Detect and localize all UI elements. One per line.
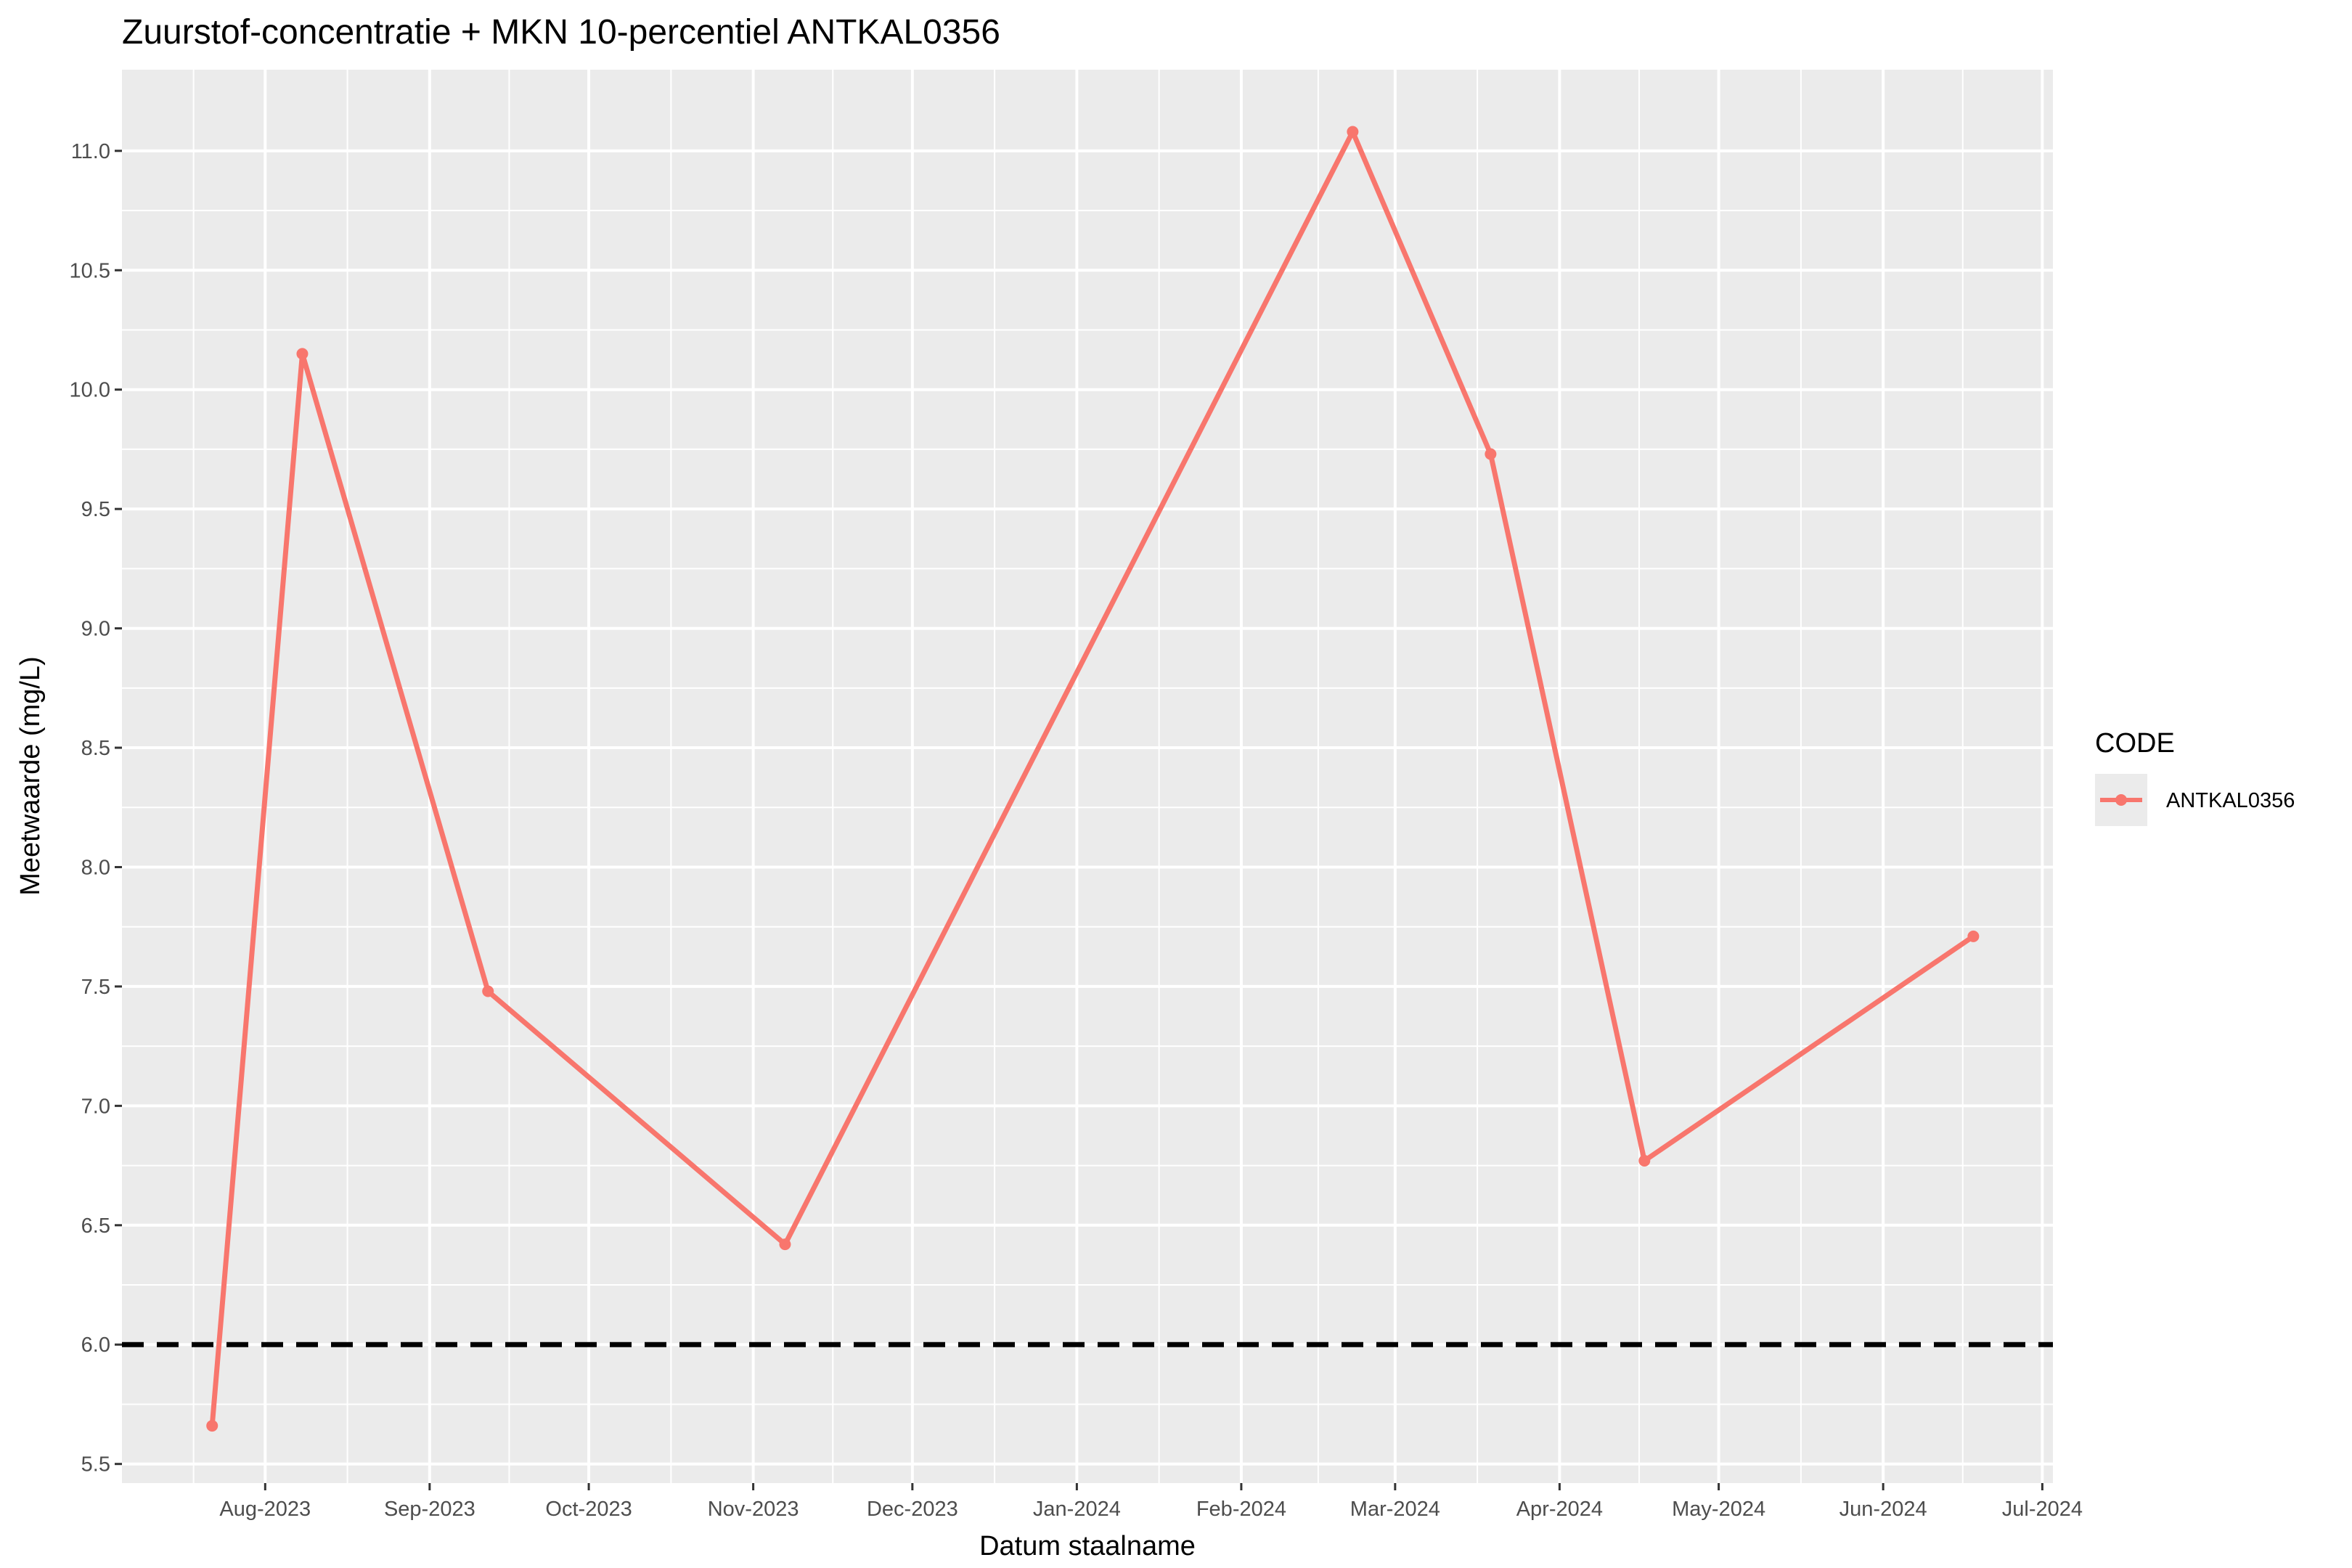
data-point [1638, 1155, 1651, 1167]
data-point [206, 1420, 219, 1432]
chart-title: Zuurstof-concentratie + MKN 10-percentie… [122, 13, 1000, 52]
x-tick-label: Mar-2024 [1350, 1498, 1440, 1521]
x-tick-label: Apr-2024 [1516, 1498, 1603, 1521]
x-tick-label: Oct-2023 [545, 1498, 632, 1521]
data-point [1967, 930, 1980, 942]
y-tick-label: 7.0 [81, 1095, 110, 1118]
data-point [779, 1238, 791, 1251]
x-tick-label: Nov-2023 [708, 1498, 799, 1521]
data-point [1347, 126, 1359, 138]
y-tick-label: 9.5 [81, 498, 110, 521]
y-tick-label: 11.0 [71, 140, 110, 163]
y-tick-label: 7.5 [81, 976, 110, 999]
legend-key-point [2115, 794, 2127, 806]
y-axis-ticks: 5.5 6.0 6.5 7.0 7.5 8.0 8.5 9.0 9.5 10.0 10.5 11.0 [70, 140, 122, 1477]
x-tick-label: Jan-2024 [1033, 1498, 1121, 1521]
major-gridlines [122, 70, 2053, 1483]
series-line [209, 129, 1975, 1426]
plot-panel [122, 70, 2053, 1483]
y-tick-label: 10.5 [70, 259, 110, 282]
x-tick-label: May-2024 [1672, 1498, 1765, 1521]
minor-gridlines [122, 70, 2053, 1483]
data-point [482, 985, 494, 997]
series-layer [206, 126, 1980, 1432]
y-tick-label: 8.0 [81, 856, 110, 879]
data-point [296, 348, 309, 360]
x-tick-label: Dec-2023 [867, 1498, 958, 1521]
legend: CODE ANTKAL0356 [2095, 728, 2295, 826]
x-tick-label: Sep-2023 [384, 1498, 475, 1521]
x-tick-label: Jul-2024 [2002, 1498, 2083, 1521]
y-tick-label: 8.5 [81, 737, 110, 760]
y-tick-label: 10.0 [70, 379, 110, 402]
x-tick-label: Aug-2023 [219, 1498, 311, 1521]
legend-entry-label: ANTKAL0356 [2166, 789, 2295, 812]
legend-title: CODE [2095, 728, 2175, 759]
y-tick-label: 6.0 [81, 1334, 110, 1357]
x-axis-title: Datum staalname [979, 1531, 1196, 1561]
x-tick-label: Feb-2024 [1196, 1498, 1286, 1521]
data-point [1485, 448, 1497, 460]
y-tick-label: 6.5 [81, 1214, 110, 1238]
x-axis-ticks: Aug-2023 Sep-2023 Oct-2023 Nov-2023 Dec-2023… [219, 1483, 2083, 1521]
x-tick-label: Jun-2024 [1839, 1498, 1927, 1521]
y-tick-label: 9.0 [81, 618, 110, 641]
y-axis-title: Meetwaarde (mg/L) [15, 656, 46, 895]
y-tick-label: 5.5 [81, 1453, 110, 1477]
